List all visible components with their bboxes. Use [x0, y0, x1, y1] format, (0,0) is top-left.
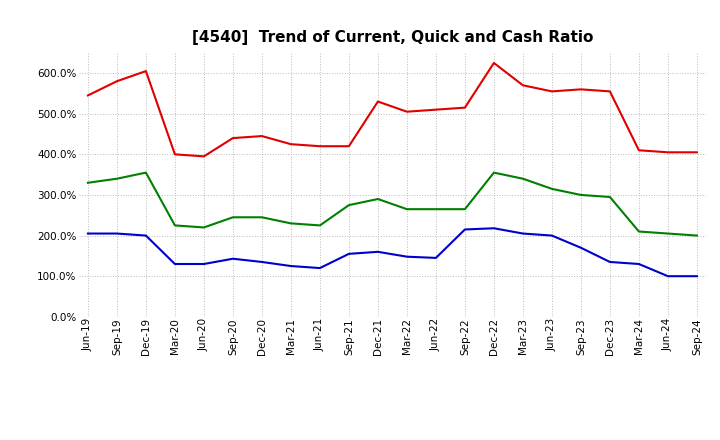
- Cash Ratio: [518, 231, 527, 236]
- Cash Ratio: [112, 231, 121, 236]
- Quick Ratio: [258, 215, 266, 220]
- Current Ratio: [228, 136, 237, 141]
- Quick Ratio: [693, 233, 701, 238]
- Line: Current Ratio: Current Ratio: [88, 63, 697, 156]
- Quick Ratio: [606, 194, 614, 200]
- Quick Ratio: [431, 206, 440, 212]
- Cash Ratio: [548, 233, 557, 238]
- Cash Ratio: [84, 231, 92, 236]
- Cash Ratio: [345, 251, 354, 257]
- Current Ratio: [606, 89, 614, 94]
- Quick Ratio: [287, 221, 295, 226]
- Cash Ratio: [606, 259, 614, 264]
- Cash Ratio: [490, 226, 498, 231]
- Quick Ratio: [577, 192, 585, 198]
- Quick Ratio: [548, 186, 557, 191]
- Quick Ratio: [112, 176, 121, 181]
- Current Ratio: [577, 87, 585, 92]
- Quick Ratio: [315, 223, 324, 228]
- Cash Ratio: [634, 261, 643, 267]
- Quick Ratio: [228, 215, 237, 220]
- Current Ratio: [171, 152, 179, 157]
- Cash Ratio: [693, 274, 701, 279]
- Current Ratio: [693, 150, 701, 155]
- Quick Ratio: [490, 170, 498, 175]
- Current Ratio: [84, 93, 92, 98]
- Cash Ratio: [402, 254, 411, 259]
- Quick Ratio: [142, 170, 150, 175]
- Quick Ratio: [345, 202, 354, 208]
- Current Ratio: [112, 79, 121, 84]
- Current Ratio: [142, 69, 150, 74]
- Current Ratio: [548, 89, 557, 94]
- Quick Ratio: [634, 229, 643, 234]
- Current Ratio: [664, 150, 672, 155]
- Current Ratio: [461, 105, 469, 110]
- Current Ratio: [402, 109, 411, 114]
- Current Ratio: [374, 99, 382, 104]
- Current Ratio: [315, 143, 324, 149]
- Current Ratio: [199, 154, 208, 159]
- Current Ratio: [518, 83, 527, 88]
- Current Ratio: [345, 143, 354, 149]
- Quick Ratio: [199, 225, 208, 230]
- Quick Ratio: [402, 206, 411, 212]
- Current Ratio: [287, 142, 295, 147]
- Cash Ratio: [315, 265, 324, 271]
- Quick Ratio: [171, 223, 179, 228]
- Cash Ratio: [577, 245, 585, 250]
- Cash Ratio: [228, 256, 237, 261]
- Cash Ratio: [199, 261, 208, 267]
- Cash Ratio: [258, 259, 266, 264]
- Current Ratio: [634, 148, 643, 153]
- Current Ratio: [258, 133, 266, 139]
- Cash Ratio: [461, 227, 469, 232]
- Cash Ratio: [374, 249, 382, 254]
- Line: Cash Ratio: Cash Ratio: [88, 228, 697, 276]
- Quick Ratio: [374, 196, 382, 202]
- Cash Ratio: [287, 264, 295, 269]
- Quick Ratio: [664, 231, 672, 236]
- Quick Ratio: [461, 206, 469, 212]
- Quick Ratio: [84, 180, 92, 185]
- Cash Ratio: [664, 274, 672, 279]
- Quick Ratio: [518, 176, 527, 181]
- Line: Quick Ratio: Quick Ratio: [88, 172, 697, 235]
- Current Ratio: [431, 107, 440, 112]
- Cash Ratio: [142, 233, 150, 238]
- Title: [4540]  Trend of Current, Quick and Cash Ratio: [4540] Trend of Current, Quick and Cash …: [192, 29, 593, 45]
- Cash Ratio: [171, 261, 179, 267]
- Current Ratio: [490, 60, 498, 66]
- Cash Ratio: [431, 255, 440, 260]
